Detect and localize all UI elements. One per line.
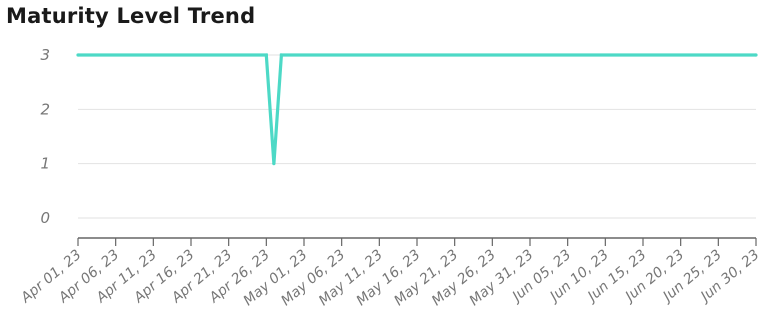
series-layer	[76, 53, 758, 166]
chart-title: Maturity Level Trend	[6, 4, 256, 28]
grid-lines	[78, 54, 756, 219]
y-axis-ticks: 0 1 2 3	[40, 46, 50, 227]
data-point	[754, 53, 758, 57]
y-tick-label: 1	[40, 155, 50, 173]
data-point	[264, 53, 268, 57]
data-point	[279, 53, 283, 57]
data-point	[76, 53, 80, 57]
y-tick-label: 0	[40, 209, 50, 227]
y-tick-label: 3	[40, 46, 50, 64]
y-tick-label: 2	[40, 100, 50, 118]
data-point	[272, 162, 276, 166]
